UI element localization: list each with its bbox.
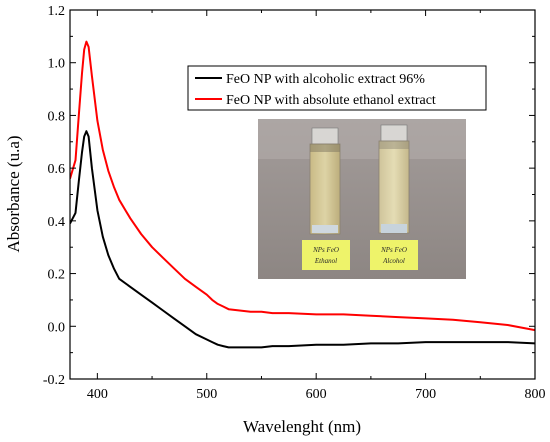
x-tick-label: 700 <box>415 387 436 402</box>
y-axis-title: Absorbance (u.a) <box>4 135 23 252</box>
sticky-note-right-line2: Alcohol <box>382 257 405 265</box>
y-tick-label: -0.2 <box>43 373 65 388</box>
legend: FeO NP with alcoholic extract 96% FeO NP… <box>187 65 487 111</box>
y-tick-label: 0.6 <box>48 162 66 177</box>
y-tick-label: 0.4 <box>48 215 66 230</box>
sticky-note-left: NPs FeO Ethanol <box>302 240 350 270</box>
x-axis-title: Wavelenght (nm) <box>243 417 361 436</box>
inset-photo: NPs FeO Ethanol NPs FeO Alcohol <box>258 119 466 279</box>
x-tick-label: 500 <box>196 387 217 402</box>
x-tick-label: 600 <box>306 387 327 402</box>
y-tick-label: 0.0 <box>48 320 66 335</box>
y-tick-label: 0.8 <box>48 109 66 124</box>
legend-label-alcoholic: FeO NP with alcoholic extract 96% <box>226 72 425 87</box>
x-tick-label: 400 <box>87 387 108 402</box>
legend-box <box>187 65 487 111</box>
sticky-note-left-line1: NPs FeO <box>312 246 339 254</box>
sticky-note-right-line1: NPs FeO <box>380 246 407 254</box>
sticky-note-left-line2: Ethanol <box>314 257 337 265</box>
series-line-alcoholic-extract <box>70 130 535 349</box>
y-tick-label: 0.2 <box>48 268 66 283</box>
x-tick-label: 800 <box>525 387 546 402</box>
sticky-note-right: NPs FeO Alcohol <box>370 240 418 270</box>
y-tick-label: 1.0 <box>48 57 66 72</box>
series-line-absolute-ethanol <box>70 40 535 332</box>
series-layer <box>70 40 535 349</box>
cuvette-right <box>378 124 410 234</box>
cuvette-left <box>309 127 341 235</box>
y-tick-label: 1.2 <box>48 4 66 19</box>
tick-layer: 400 500 600 700 800 -0.2 0.0 0.2 0.4 0.6 0.8 1.0 1.2 <box>43 4 546 402</box>
legend-label-ethanol: FeO NP with absolute ethanol extract <box>226 93 436 108</box>
